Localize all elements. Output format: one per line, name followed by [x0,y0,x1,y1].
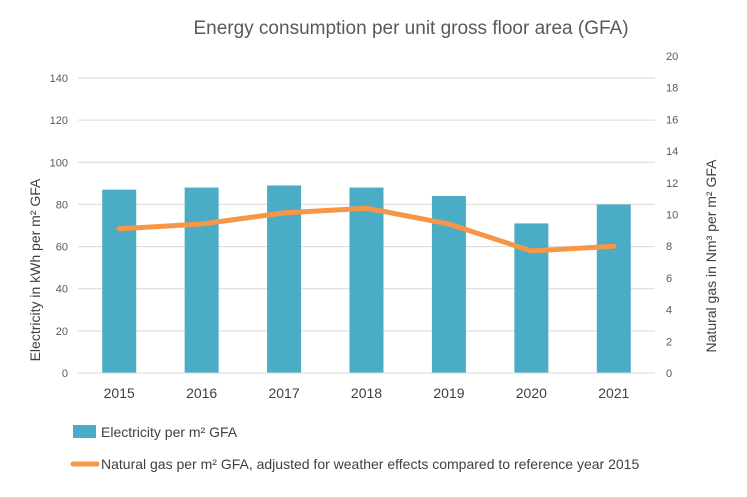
left-tick-label: 120 [50,115,68,127]
x-tick-label: 2018 [351,385,382,401]
axes: 0 20 40 60 80 100 120 140 0 2 4 6 8 10 12 14 16 18 20 2015 2… [50,51,679,401]
legend: Electricity per m² GFA Natural gas per m… [70,424,639,472]
left-tick-label: 100 [50,157,68,169]
right-tick-label: 20 [666,51,678,63]
right-tick-label: 4 [666,305,672,317]
electricity-bar [184,187,219,373]
left-tick-label: 0 [62,368,68,380]
legend-electricity-label: Electricity per m² GFA [101,424,238,440]
legend-electricity-swatch [73,425,96,438]
right-tick-label: 8 [666,241,672,253]
chart-title: Energy consumption per unit gross floor … [193,18,628,39]
right-tick-label: 6 [666,273,672,285]
right-tick-label: 12 [666,178,678,190]
left-tick-label: 60 [56,242,68,254]
right-tick-label: 0 [666,368,672,380]
right-tick-label: 18 [666,83,678,95]
electricity-bar [596,204,631,373]
natural-gas-line-layer [116,205,617,254]
left-axis-title: Electricity in kWh per m² GFA [27,178,43,361]
left-tick-label: 40 [56,284,68,296]
electricity-bar [349,187,384,373]
electricity-bars [102,185,631,373]
x-tick-label: 2015 [104,385,135,401]
electricity-bar [102,189,137,373]
left-tick-label: 20 [56,326,68,338]
right-tick-label: 2 [666,336,672,348]
natural-gas-line [116,205,617,254]
x-tick-label: 2016 [186,385,217,401]
left-tick-label: 140 [50,73,68,85]
right-tick-label: 16 [666,114,678,126]
x-tick-label: 2020 [516,385,547,401]
left-tick-label: 80 [56,199,68,211]
legend-natural-gas-label: Natural gas per m² GFA, adjusted for wea… [101,456,639,472]
x-tick-label: 2019 [433,385,464,401]
right-axis-title: Natural gas in Nm³ per m² GFA [703,159,719,353]
x-tick-label: 2021 [598,385,629,401]
right-tick-label: 14 [666,146,678,158]
x-tick-label: 2017 [268,385,299,401]
right-tick-label: 10 [666,210,678,222]
